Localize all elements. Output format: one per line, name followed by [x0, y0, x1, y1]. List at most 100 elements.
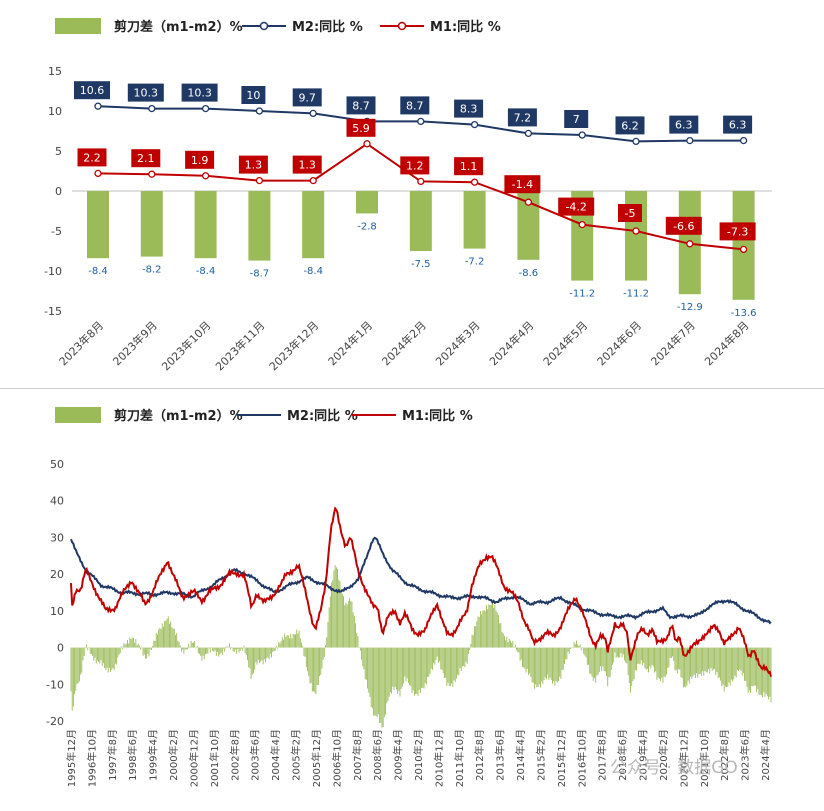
bar [403, 648, 404, 684]
bar [533, 648, 534, 683]
bar [156, 633, 157, 648]
x-tick-label: 2015年12月 [555, 729, 568, 787]
bar [624, 648, 625, 661]
bar [402, 648, 403, 687]
bar [427, 648, 428, 677]
x-tick-label: 2001年10月 [208, 729, 221, 787]
bar [239, 648, 240, 653]
bar [506, 637, 507, 648]
bar [475, 626, 476, 648]
bar [735, 648, 736, 676]
bar [254, 648, 255, 670]
bar [737, 648, 738, 670]
bar [153, 641, 154, 648]
bar-data-label: -11.2 [623, 289, 649, 300]
bar [753, 648, 754, 687]
bar [638, 648, 639, 664]
bar [720, 648, 721, 681]
bar [84, 648, 85, 656]
bar-data-label: -8.7 [250, 269, 270, 280]
bar [334, 570, 335, 647]
bar [482, 611, 483, 648]
bar [643, 648, 644, 664]
bar [152, 646, 153, 648]
bar [195, 191, 217, 258]
bar [259, 648, 260, 664]
bar [159, 628, 160, 648]
bar [183, 648, 184, 654]
bar [619, 648, 620, 658]
bar [709, 648, 710, 674]
bar [356, 191, 378, 213]
bar [398, 648, 399, 691]
bar [317, 648, 318, 685]
bar [605, 648, 606, 672]
bar [354, 616, 355, 648]
x-tick-label: 2004年4月 [269, 729, 282, 781]
bar [415, 648, 416, 695]
bar [484, 610, 485, 648]
bar [691, 648, 692, 679]
m2-point [579, 132, 585, 138]
bar [503, 633, 504, 647]
y-tick-label: -20 [46, 715, 64, 728]
bar [408, 648, 409, 684]
bar [209, 648, 210, 649]
bar [515, 645, 516, 648]
m2-data-label: 6.3 [675, 119, 693, 132]
m2-data-label: 6.3 [729, 119, 747, 132]
bar [320, 648, 321, 675]
bar [308, 648, 309, 676]
x-tick-label: 2024年8月 [702, 318, 752, 368]
bar [378, 648, 379, 715]
x-tick-label: 2015年2月 [534, 729, 547, 781]
legend-m2-marker [261, 23, 268, 30]
bar [613, 648, 614, 663]
bar [424, 648, 425, 689]
bar [162, 623, 163, 647]
bar [545, 648, 546, 678]
bar [392, 648, 393, 687]
bar [261, 648, 262, 661]
bar [672, 648, 673, 657]
bar [115, 648, 116, 664]
bar [731, 648, 732, 680]
bar [75, 648, 76, 691]
bar [444, 648, 445, 678]
bar [383, 648, 384, 727]
bar [602, 648, 603, 667]
bar [386, 648, 387, 704]
m1-data-label: -7.3 [727, 225, 748, 238]
bar [246, 648, 247, 655]
bar [486, 605, 487, 647]
bar [604, 648, 605, 671]
bar [365, 648, 366, 680]
x-tick-label: 2016年10月 [575, 729, 588, 787]
bar [587, 648, 588, 666]
bar [583, 648, 584, 654]
bar [647, 648, 648, 669]
bar [174, 629, 175, 648]
bar [356, 633, 357, 648]
bar [570, 648, 571, 649]
bar [744, 648, 745, 681]
bar-data-label: -7.2 [465, 257, 485, 268]
bar [620, 648, 621, 653]
x-tick-label: 2023年11月 [212, 318, 267, 373]
bar [743, 648, 744, 673]
bar [725, 648, 726, 687]
bar [234, 648, 235, 652]
bar [219, 648, 220, 655]
y-tick-label: 0 [55, 185, 62, 198]
bar [245, 648, 246, 654]
bar [258, 648, 259, 660]
bar [510, 641, 511, 648]
bar [458, 648, 459, 676]
bar [294, 634, 295, 647]
bar [464, 648, 465, 667]
x-tick-label: 1999年4月 [147, 729, 160, 781]
bar [443, 648, 444, 674]
bar [421, 648, 422, 688]
m1-data-label: -1.4 [512, 178, 533, 191]
